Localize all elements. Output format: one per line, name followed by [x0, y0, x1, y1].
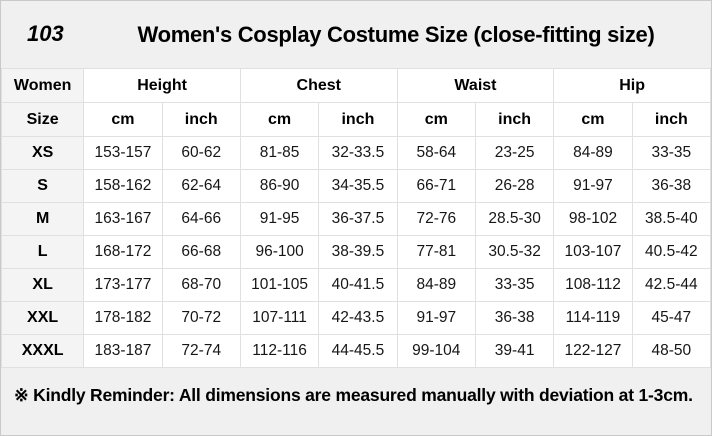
unit-header-chest-cm: cm — [239, 102, 320, 137]
size-label-xxxl: XXXL — [1, 334, 85, 368]
cell-xs-waist-inch: 23-25 — [474, 136, 555, 170]
cell-s-height-inch: 62-64 — [161, 169, 241, 203]
cell-m-height-inch: 64-66 — [161, 202, 241, 236]
cell-s-waist-inch: 26-28 — [474, 169, 555, 203]
kindly-reminder-note: ※ Kindly Reminder: All dimensions are me… — [14, 385, 693, 405]
cell-xl-height-inch: 68-70 — [161, 268, 241, 302]
unit-header-row: Size cm inch cm inch cm inch cm inch — [1, 102, 711, 137]
cell-xxl-hip-inch: 45-47 — [631, 301, 711, 335]
cell-l-waist-cm: 77-81 — [396, 235, 476, 269]
cell-l-height-cm: 168-172 — [83, 235, 163, 269]
cell-s-waist-cm: 66-71 — [396, 169, 476, 203]
cell-xl-waist-cm: 84-89 — [396, 268, 476, 302]
page-header: 103 Women's Cosplay Costume Size (close-… — [1, 1, 711, 68]
cell-xs-waist-cm: 58-64 — [396, 136, 476, 170]
group-header-height: Height — [83, 68, 241, 103]
cell-s-hip-cm: 91-97 — [553, 169, 633, 203]
unit-header-chest-inch: inch — [318, 102, 398, 137]
page-title: Women's Cosplay Costume Size (close-fitt… — [137, 21, 655, 47]
unit-header-waist-inch: inch — [474, 102, 555, 137]
size-label-xxl: XXL — [1, 301, 85, 335]
table-row-s: S 158-162 62-64 86-90 34-35.5 66-71 26-2… — [1, 169, 711, 203]
cell-m-waist-cm: 72-76 — [396, 202, 476, 236]
cell-s-hip-inch: 36-38 — [631, 169, 711, 203]
cell-m-chest-inch: 36-37.5 — [318, 202, 398, 236]
group-header-row: Women Height Chest Waist Hip — [1, 68, 711, 103]
size-label-l: L — [1, 235, 85, 269]
cell-xxxl-waist-cm: 99-104 — [396, 334, 476, 368]
size-label-m: M — [1, 202, 85, 236]
cell-xl-height-cm: 173-177 — [83, 268, 163, 302]
cell-xs-hip-inch: 33-35 — [631, 136, 711, 170]
cell-xl-waist-inch: 33-35 — [474, 268, 555, 302]
cell-xl-hip-inch: 42.5-44 — [631, 268, 711, 302]
cell-l-chest-inch: 38-39.5 — [318, 235, 398, 269]
cell-l-chest-cm: 96-100 — [239, 235, 320, 269]
cell-s-height-cm: 158-162 — [83, 169, 163, 203]
cell-xs-hip-cm: 84-89 — [553, 136, 633, 170]
cell-xxxl-height-inch: 72-74 — [161, 334, 241, 368]
cell-xs-chest-cm: 81-85 — [239, 136, 320, 170]
unit-header-height-cm: cm — [83, 102, 163, 137]
cell-l-hip-cm: 103-107 — [553, 235, 633, 269]
table-row-m: M 163-167 64-66 91-95 36-37.5 72-76 28.5… — [1, 202, 711, 236]
size-chart-table: Women Height Chest Waist Hip Size cm inc… — [1, 68, 711, 368]
unit-header-waist-cm: cm — [396, 102, 476, 137]
cell-xxxl-hip-inch: 48-50 — [631, 334, 711, 368]
cell-s-chest-cm: 86-90 — [239, 169, 320, 203]
table-row-xxl: XXL 178-182 70-72 107-111 42-43.5 91-97 … — [1, 301, 711, 335]
cell-l-hip-inch: 40.5-42 — [631, 235, 711, 269]
size-label-xl: XL — [1, 268, 85, 302]
size-label-s: S — [1, 169, 85, 203]
cell-m-hip-inch: 38.5-40 — [631, 202, 711, 236]
corner-cell-size: Size — [1, 102, 85, 137]
cell-xxl-chest-cm: 107-111 — [239, 301, 320, 335]
cell-xxl-waist-inch: 36-38 — [474, 301, 555, 335]
cell-xxl-hip-cm: 114-119 — [553, 301, 633, 335]
cell-xl-chest-inch: 40-41.5 — [318, 268, 398, 302]
group-header-waist: Waist — [396, 68, 555, 103]
cell-xs-height-cm: 153-157 — [83, 136, 163, 170]
chart-number: 103 — [27, 21, 64, 46]
cell-xxxl-hip-cm: 122-127 — [553, 334, 633, 368]
cell-m-height-cm: 163-167 — [83, 202, 163, 236]
cell-xs-height-inch: 60-62 — [161, 136, 241, 170]
cell-xxxl-waist-inch: 39-41 — [474, 334, 555, 368]
cell-s-chest-inch: 34-35.5 — [318, 169, 398, 203]
table-row-l: L 168-172 66-68 96-100 38-39.5 77-81 30.… — [1, 235, 711, 269]
cell-m-waist-inch: 28.5-30 — [474, 202, 555, 236]
size-label-xs: XS — [1, 136, 85, 170]
unit-header-hip-inch: inch — [631, 102, 711, 137]
group-header-hip: Hip — [553, 68, 711, 103]
group-header-chest: Chest — [239, 68, 398, 103]
cell-xl-chest-cm: 101-105 — [239, 268, 320, 302]
cell-xxl-height-cm: 178-182 — [83, 301, 163, 335]
table-row-xxxl: XXXL 183-187 72-74 112-116 44-45.5 99-10… — [1, 334, 711, 368]
unit-header-height-inch: inch — [161, 102, 241, 137]
cell-m-hip-cm: 98-102 — [553, 202, 633, 236]
cell-xs-chest-inch: 32-33.5 — [318, 136, 398, 170]
cell-xxl-waist-cm: 91-97 — [396, 301, 476, 335]
cell-m-chest-cm: 91-95 — [239, 202, 320, 236]
cell-xxl-chest-inch: 42-43.5 — [318, 301, 398, 335]
cell-l-height-inch: 66-68 — [161, 235, 241, 269]
corner-cell-women: Women — [1, 68, 85, 103]
unit-header-hip-cm: cm — [553, 102, 633, 137]
cell-xxxl-chest-cm: 112-116 — [239, 334, 320, 368]
cell-xxxl-chest-inch: 44-45.5 — [318, 334, 398, 368]
cell-xxxl-height-cm: 183-187 — [83, 334, 163, 368]
cell-xxl-height-inch: 70-72 — [161, 301, 241, 335]
table-row-xl: XL 173-177 68-70 101-105 40-41.5 84-89 3… — [1, 268, 711, 302]
table-row-xs: XS 153-157 60-62 81-85 32-33.5 58-64 23-… — [1, 136, 711, 170]
cell-l-waist-inch: 30.5-32 — [474, 235, 555, 269]
cell-xl-hip-cm: 108-112 — [553, 268, 633, 302]
